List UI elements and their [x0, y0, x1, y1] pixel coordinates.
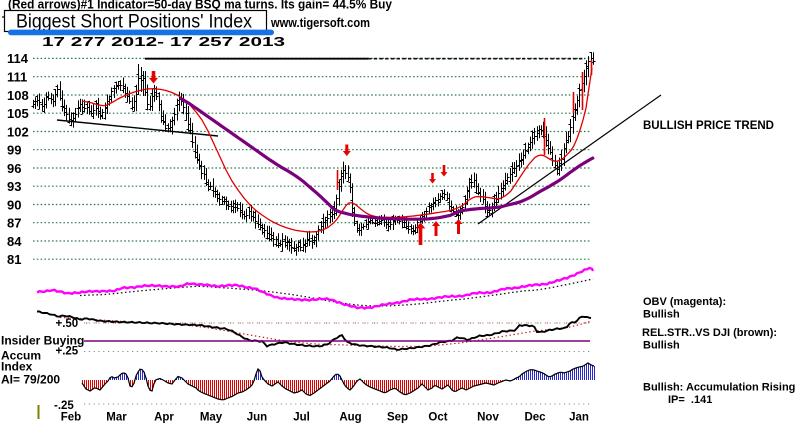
- svg-text:IP= .141: IP= .141: [668, 394, 712, 406]
- svg-text:111: 111: [7, 70, 27, 85]
- svg-text:Index: Index: [1, 360, 33, 374]
- svg-text:81: 81: [7, 252, 21, 267]
- svg-text:17 277 2012- 17 257 2013: 17 277 2012- 17 257 2013: [42, 34, 285, 49]
- svg-text:Nov: Nov: [477, 412, 499, 424]
- svg-text:May: May: [200, 412, 223, 424]
- svg-text:(Red arrows)#1 Indicator=50-da: (Red arrows)#1 Indicator=50-day BSQ ma t…: [8, 0, 392, 12]
- svg-text:87: 87: [7, 216, 21, 231]
- svg-text:Dec: Dec: [524, 412, 546, 424]
- svg-text:93: 93: [7, 179, 21, 194]
- svg-text:102: 102: [7, 124, 29, 139]
- svg-text:90: 90: [7, 197, 21, 212]
- svg-text:114: 114: [7, 51, 29, 66]
- svg-text:96: 96: [7, 161, 21, 176]
- svg-text:Jan: Jan: [569, 412, 589, 424]
- svg-text:Jun: Jun: [247, 412, 267, 424]
- svg-text:Biggest Short Positions' Index: Biggest Short Positions' Index: [16, 12, 252, 33]
- svg-text:-.25: -.25: [54, 400, 74, 412]
- svg-text:Jul: Jul: [293, 412, 310, 424]
- svg-text:Bullish: Accumulation Rising: Bullish: Accumulation Rising: [643, 382, 795, 394]
- svg-text:+.50: +.50: [56, 318, 79, 330]
- svg-text:REL.STR..VS DJI (brown):: REL.STR..VS DJI (brown):: [642, 327, 777, 339]
- svg-text:105: 105: [7, 106, 29, 121]
- svg-text:Accum: Accum: [1, 349, 41, 363]
- svg-text:Bullish: Bullish: [643, 340, 680, 352]
- svg-text:AI= 79/200: AI= 79/200: [1, 373, 60, 387]
- svg-text:Sep: Sep: [387, 412, 408, 424]
- svg-text:99: 99: [7, 143, 21, 158]
- svg-text:Insider Buying: Insider Buying: [1, 334, 84, 348]
- svg-text:84: 84: [7, 234, 22, 249]
- svg-text:Oct: Oct: [428, 412, 447, 424]
- svg-text:+.25: +.25: [56, 346, 79, 358]
- svg-text:www.tigersoft.com: www.tigersoft.com: [270, 16, 370, 30]
- svg-text:108: 108: [7, 88, 29, 103]
- svg-text:Feb: Feb: [61, 412, 81, 424]
- svg-text:Bullish: Bullish: [643, 309, 680, 321]
- svg-text:BULLISH PRICE TREND: BULLISH PRICE TREND: [643, 120, 774, 132]
- svg-text:OBV (magenta):: OBV (magenta):: [643, 296, 726, 308]
- svg-text:Apr: Apr: [154, 412, 174, 424]
- svg-text:Aug: Aug: [339, 412, 361, 424]
- svg-text:Mar: Mar: [106, 412, 127, 424]
